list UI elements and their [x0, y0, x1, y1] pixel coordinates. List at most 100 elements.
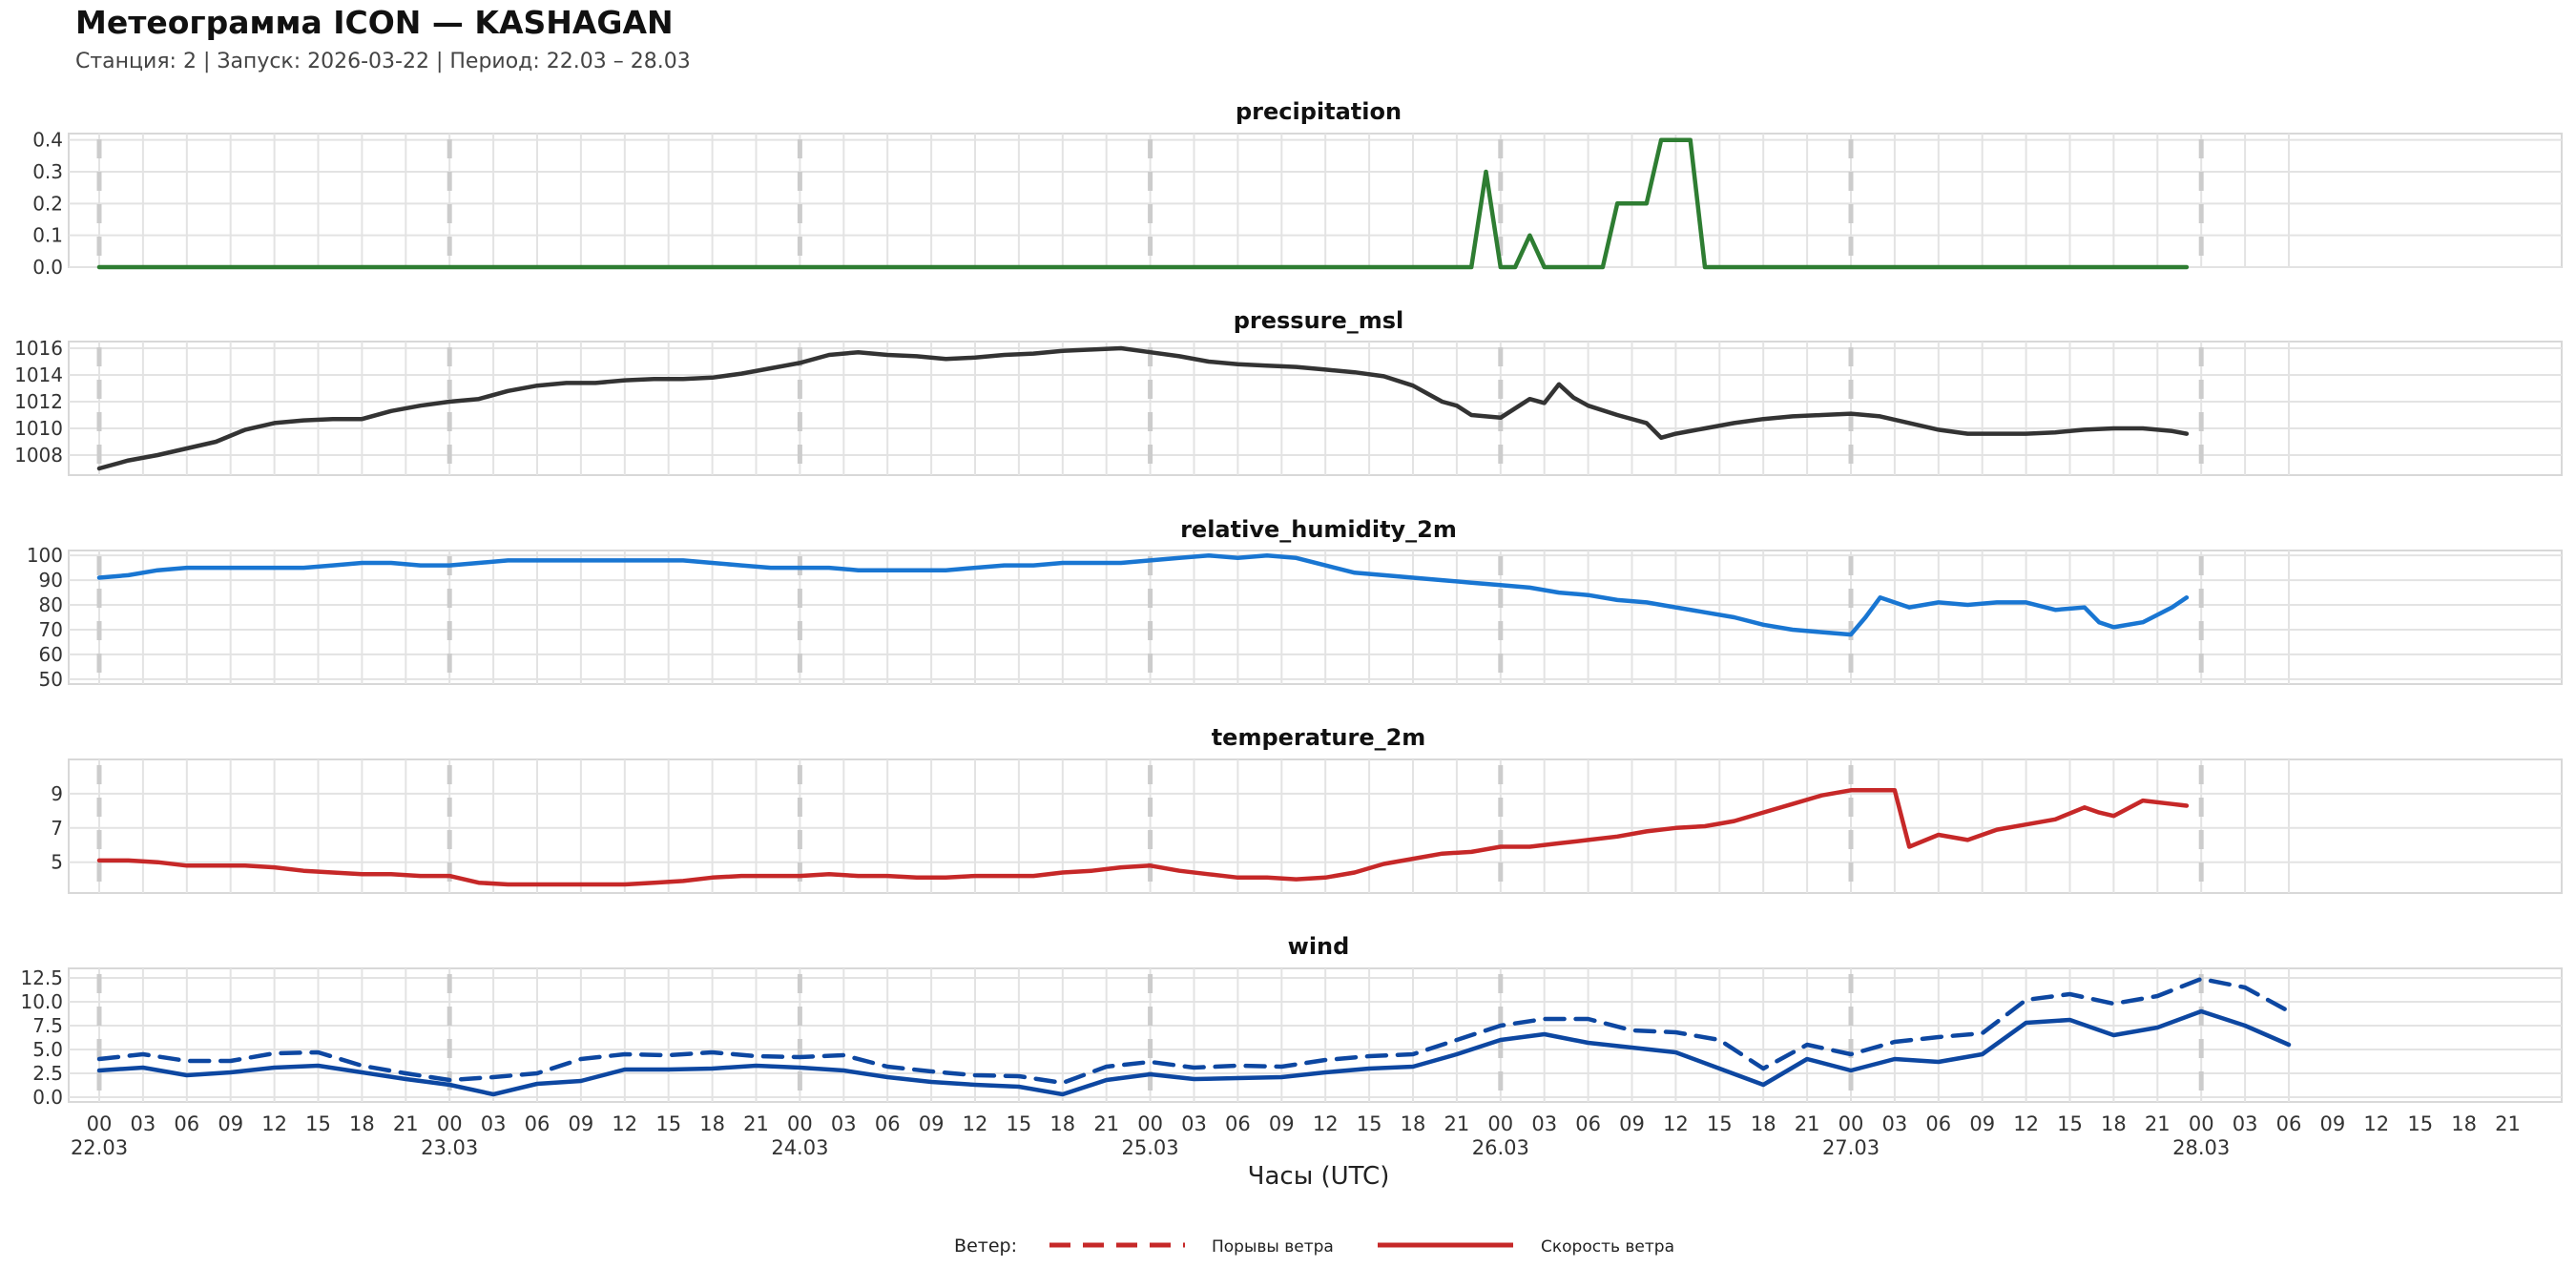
x-tick-hour-label: 03: [2233, 1112, 2258, 1135]
x-tick-hour-label: 00: [1839, 1112, 1864, 1135]
panel-title: wind: [1288, 933, 1350, 960]
legend-gust-label: Порывы ветра: [1212, 1237, 1334, 1257]
x-tick-day-label: 24.03: [771, 1136, 828, 1159]
y-tick-label: 12.5: [20, 966, 63, 989]
legend-title: Ветер:: [954, 1236, 1017, 1257]
meteogram-charts: 0.0 0.1 0.2 0.3 0.4 precipitation 1008 1010 1012…: [14, 98, 2563, 1191]
x-tick-hour-label: 09: [919, 1112, 945, 1135]
x-tick-hour-label: 12: [612, 1112, 637, 1135]
y-tick-label: 1016: [14, 337, 63, 360]
panel-title: pressure_msl: [1234, 307, 1404, 334]
x-tick-hour-label: 06: [525, 1112, 551, 1135]
y-tick-label: 0.0: [32, 256, 63, 279]
y-tick-label: 1012: [14, 390, 63, 413]
legend-speed-label: Скорость ветра: [1541, 1237, 1674, 1257]
y-tick-label: 2.5: [32, 1062, 63, 1085]
y-tick-label: 7.5: [32, 1014, 63, 1037]
y-tick-label: 70: [39, 618, 63, 641]
x-tick-hour-label: 18: [699, 1112, 725, 1135]
x-tick-hour-label: 15: [1707, 1112, 1733, 1135]
x-tick-hour-label: 03: [1531, 1112, 1557, 1135]
y-tick-label: 90: [39, 569, 63, 592]
x-tick-hour-label: 09: [1269, 1112, 1295, 1135]
x-tick-hour-label: 06: [2276, 1112, 2302, 1135]
panel-title: precipitation: [1236, 98, 1402, 125]
x-tick-hour-label: 12: [963, 1112, 988, 1135]
x-tick-hour-label: 09: [1969, 1112, 1995, 1135]
x-tick-day-label: 25.03: [1122, 1136, 1179, 1159]
x-tick-hour-label: 18: [2451, 1112, 2477, 1135]
x-tick-day-label: 28.03: [2172, 1136, 2230, 1159]
panel-title: temperature_2m: [1212, 724, 1426, 751]
chart-legend: Ветер: Порывы ветра Скорость ветра: [954, 1236, 1674, 1257]
relative_humidity_2m-series-0-line: [96, 552, 2190, 637]
x-tick-hour-label: 15: [655, 1112, 681, 1135]
x-tick-hour-label: 18: [1049, 1112, 1075, 1135]
y-tick-label: 1008: [14, 444, 63, 467]
wind-series-speed-line: [96, 1008, 2292, 1097]
x-tick-hour-label: 06: [875, 1112, 901, 1135]
x-tick-hour-label: 06: [1925, 1112, 1951, 1135]
x-tick-day-label: 27.03: [1822, 1136, 1880, 1159]
x-tick-hour-label: 15: [2407, 1112, 2433, 1135]
plot-area: [68, 133, 2563, 268]
y-tick-label: 50: [39, 668, 63, 691]
y-tick-label: 5: [51, 851, 63, 874]
x-tick-hour-label: 03: [1882, 1112, 1908, 1135]
x-tick-hour-label: 21: [1444, 1112, 1470, 1135]
page-title: Метеограмма ICON — KASHAGAN: [75, 4, 674, 41]
y-tick-label: 1010: [14, 417, 63, 440]
x-tick-hour-label: 18: [1751, 1112, 1776, 1135]
x-axis-label: Часы (UTC): [1248, 1162, 1390, 1191]
pressure_msl-series-0-line: [96, 345, 2190, 471]
x-tick-hour-label: 09: [2320, 1112, 2346, 1135]
x-tick-hour-label: 15: [1357, 1112, 1382, 1135]
y-tick-label: 0.0: [32, 1086, 63, 1109]
x-tick-hour-label: 03: [1181, 1112, 1207, 1135]
x-tick-hour-label: 06: [1225, 1112, 1251, 1135]
x-tick-hour-label: 06: [1575, 1112, 1601, 1135]
x-tick-hour-label: 12: [1663, 1112, 1689, 1135]
y-tick-label: 0.3: [32, 160, 63, 183]
x-tick-hour-label: 03: [481, 1112, 507, 1135]
x-tick-hour-label: 09: [218, 1112, 243, 1135]
panel-title: relative_humidity_2m: [1180, 516, 1457, 543]
y-tick-label: 0.1: [32, 224, 63, 247]
x-tick-hour-label: 00: [2189, 1112, 2214, 1135]
x-tick-hour-label: 15: [2057, 1112, 2083, 1135]
y-tick-label: 60: [39, 643, 63, 666]
y-tick-label: 10.0: [20, 990, 63, 1013]
plot-area: [68, 341, 2563, 476]
x-tick-hour-label: 21: [1093, 1112, 1119, 1135]
x-tick-hour-label: 18: [349, 1112, 375, 1135]
x-tick-hour-label: 15: [1007, 1112, 1032, 1135]
x-tick-hour-label: 12: [1313, 1112, 1339, 1135]
x-tick-hour-label: 21: [743, 1112, 769, 1135]
x-tick-hour-label: 12: [2363, 1112, 2389, 1135]
x-tick-hour-label: 21: [393, 1112, 419, 1135]
x-tick-hour-label: 03: [831, 1112, 857, 1135]
y-tick-label: 5.0: [32, 1038, 63, 1061]
wind-series-gust-line: [96, 976, 2292, 1086]
x-tick-day-label: 26.03: [1472, 1136, 1529, 1159]
x-tick-hour-label: 09: [569, 1112, 594, 1135]
x-tick-day-label: 23.03: [421, 1136, 478, 1159]
x-tick-day-label: 22.03: [71, 1136, 128, 1159]
x-tick-hour-label: 15: [305, 1112, 331, 1135]
y-tick-label: 7: [51, 817, 63, 840]
y-tick-label: 9: [51, 782, 63, 805]
y-tick-label: 100: [27, 544, 63, 567]
x-tick-hour-label: 21: [2145, 1112, 2171, 1135]
x-tick-hour-label: 00: [87, 1112, 113, 1135]
x-tick-hour-label: 18: [2101, 1112, 2127, 1135]
x-tick-hour-label: 18: [1401, 1112, 1426, 1135]
x-tick-hour-label: 00: [787, 1112, 813, 1135]
plot-area: [68, 550, 2563, 685]
page-subtitle: Станция: 2 | Запуск: 2026-03-22 | Период…: [75, 50, 691, 73]
plot-area: [68, 967, 2563, 1103]
y-tick-label: 1014: [14, 364, 63, 386]
x-tick-hour-label: 00: [437, 1112, 463, 1135]
y-tick-label: 80: [39, 593, 63, 616]
x-tick-hour-label: 12: [261, 1112, 287, 1135]
x-tick-hour-label: 09: [1619, 1112, 1645, 1135]
